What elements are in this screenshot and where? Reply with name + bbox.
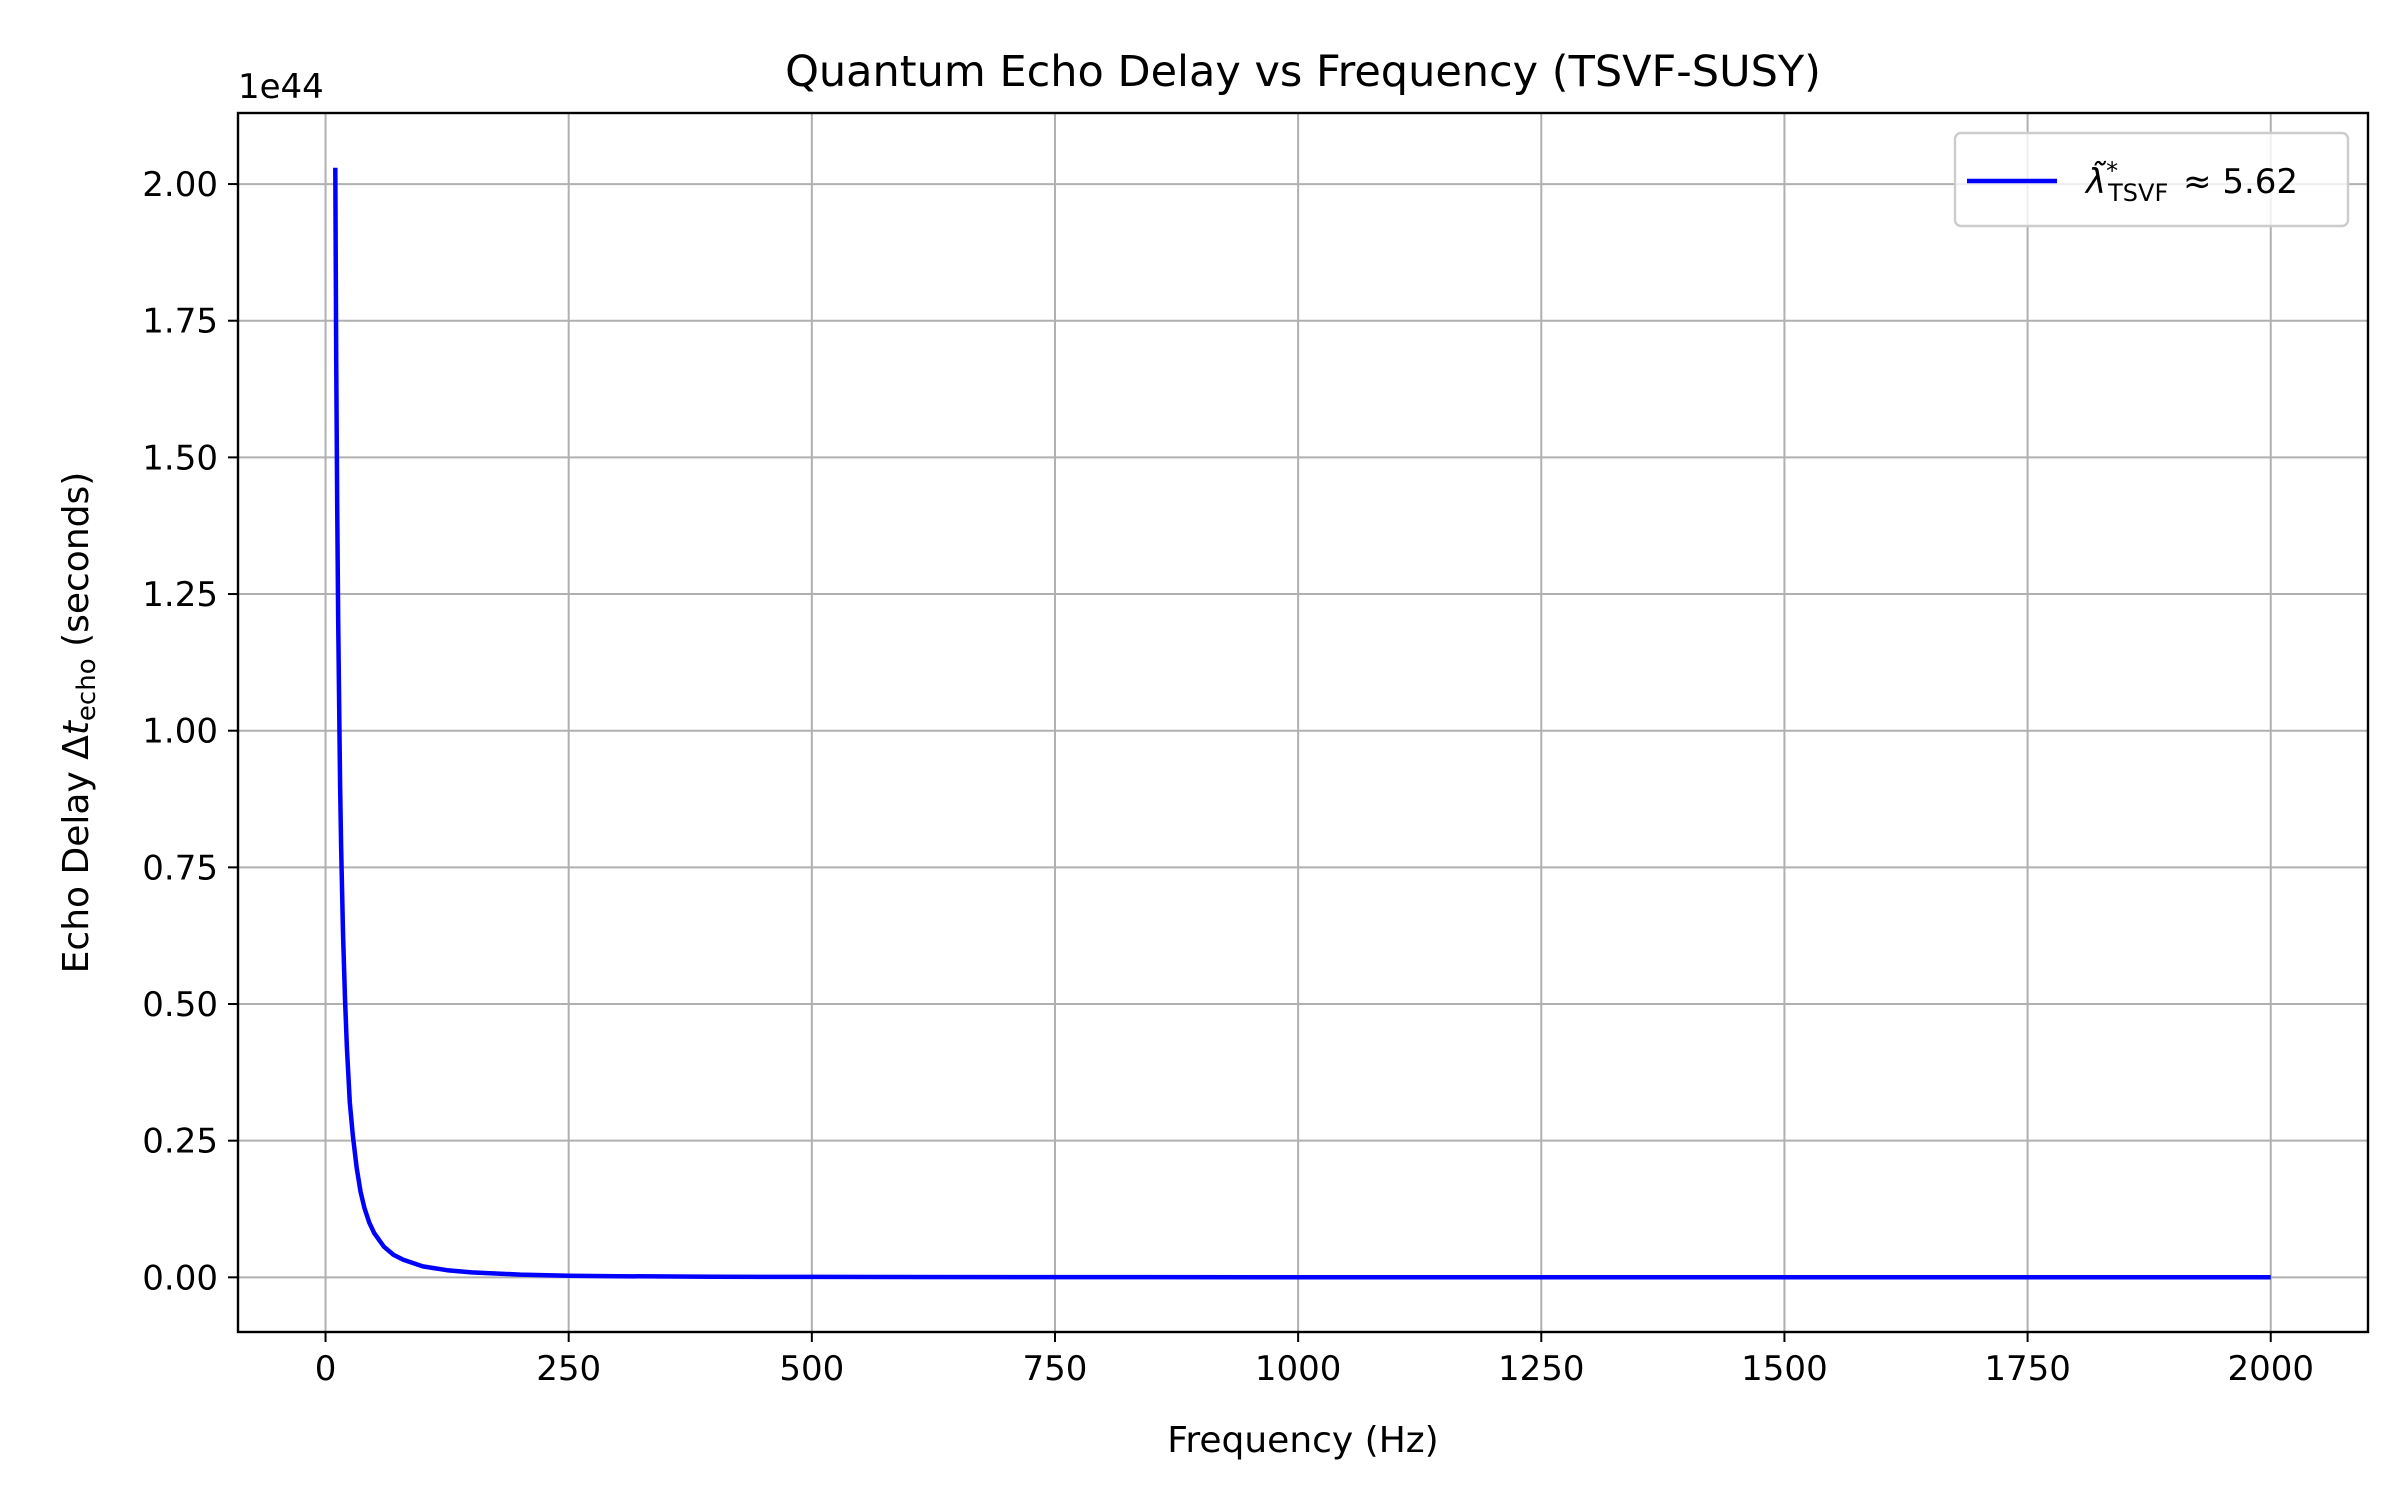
y-tick-label: 0.75 (142, 848, 218, 888)
series-layer (333, 167, 2271, 1280)
y-tick-label: 0.25 (142, 1122, 218, 1162)
legend-series-label: λ̃* TSVF ≈ 5.62 (2084, 157, 2298, 207)
x-tick-label: 500 (779, 1349, 844, 1389)
x-tick-label: 250 (536, 1349, 601, 1389)
y-axis-label-suffix: (seconds) (56, 472, 97, 659)
plot-area-frame (236, 111, 2370, 1334)
y-axis-label: Echo Delay Δtecho (seconds) (56, 472, 102, 974)
x-tick-label: 0 (315, 1349, 337, 1389)
y-axis-label-subscript: echo (72, 658, 102, 721)
x-axis-label: Frequency (Hz) (1167, 1420, 1438, 1461)
y-tick-label: 2.00 (142, 165, 218, 205)
x-tick-label: 750 (1023, 1349, 1088, 1389)
legend-lambda-symbol: λ̃ (2084, 160, 2107, 202)
y-tick-label: 1.50 (142, 438, 218, 478)
legend-value: ≈ 5.62 (2172, 162, 2298, 202)
x-tick-label: 2000 (2227, 1349, 2314, 1389)
y-axis-label-variable: t (56, 719, 97, 735)
y-tick-label: 1.25 (142, 575, 218, 615)
series-line-0 (333, 167, 2271, 1280)
y-tick-label: 0.00 (142, 1258, 218, 1298)
x-tick-label: 1750 (1984, 1349, 2071, 1389)
y-axis-offset-label: 1e44 (238, 67, 324, 107)
x-tick-label: 1000 (1255, 1349, 1342, 1389)
y-axis-label-prefix: Echo Delay Δ (56, 735, 97, 974)
legend-superscript: * (2106, 157, 2118, 185)
y-tick-label: 1.00 (142, 712, 218, 752)
y-tick-label: 1.75 (142, 302, 218, 342)
legend-box (1953, 131, 2350, 228)
x-tick-label: 1500 (1741, 1349, 1828, 1389)
tick-layer: 0 250 500 750 1000 1250 1500 1750 2000 0.00 0.25 0.… (142, 165, 2314, 1389)
y-tick-label: 0.50 (142, 985, 218, 1025)
legend-subscript: TSVF (2107, 179, 2168, 207)
chart-title: Quantum Echo Delay vs Frequency (TSVF-SU… (785, 47, 1821, 97)
legend: λ̃* TSVF ≈ 5.62 (1953, 131, 2350, 228)
x-tick-label: 1250 (1498, 1349, 1585, 1389)
